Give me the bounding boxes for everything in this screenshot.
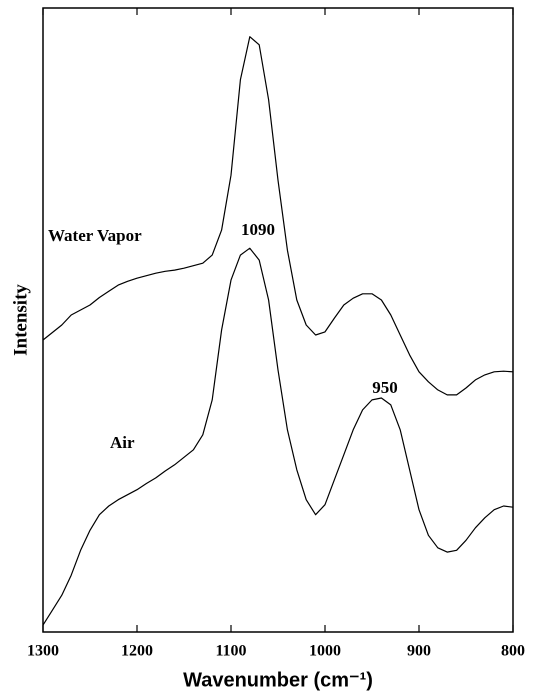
x-tick-label: 1200 [121, 643, 153, 660]
line-series [42, 247, 514, 626]
line-series [42, 36, 514, 396]
x-axis-label: Wavenumber (cm⁻¹) [183, 669, 373, 691]
y-axis-label: Intensity [10, 284, 31, 356]
plot-frame [42, 7, 514, 633]
annotation: 950 [372, 378, 398, 397]
x-tick-label: 1000 [309, 643, 341, 660]
annotation: Air [110, 433, 135, 452]
x-tick-label: 1100 [215, 643, 246, 660]
x-tick-label: 900 [407, 643, 431, 660]
x-tick-label: 1300 [27, 643, 59, 660]
annotation: Water Vapor [48, 226, 142, 245]
annotation: 1090 [241, 220, 275, 239]
x-tick-label: 800 [501, 643, 525, 660]
